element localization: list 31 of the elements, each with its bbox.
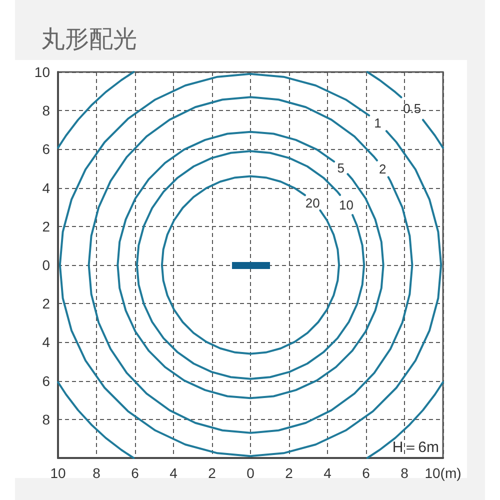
y-tick-label: 2 [42, 296, 50, 312]
y-tick-label: 8 [42, 102, 50, 119]
y-tick-label: 6 [42, 372, 50, 389]
x-tick-label: 10(m) [424, 465, 462, 481]
series-label: 2 [379, 161, 386, 176]
x-tick-label: 8 [92, 465, 101, 481]
line-series [116, 130, 384, 400]
series-label: 1 [374, 116, 382, 131]
x-tick-label: 6 [131, 465, 140, 481]
chart-title: 丸形配光 [41, 25, 137, 53]
x-tick-label: 6 [362, 465, 370, 481]
line-series [136, 150, 366, 380]
y-tick-label: 2 [42, 218, 50, 234]
y-tick-label: 0 [42, 257, 50, 273]
y-tick-label: 4 [42, 180, 50, 196]
y-tick-label: 10 [34, 64, 50, 80]
series-label: 10 [339, 197, 354, 212]
y-tick-label: 4 [42, 334, 50, 350]
x-tick-label: 2 [208, 465, 216, 481]
line-series [160, 175, 340, 355]
x-tick-label: 0 [246, 465, 255, 481]
annotation: H＝6m [392, 439, 439, 456]
x-tick-label: 4 [170, 465, 178, 481]
y-tick-label: 6 [42, 141, 50, 158]
series-label: 5 [337, 160, 344, 176]
x-tick-label: 8 [400, 465, 409, 481]
x-tick-label: 4 [324, 465, 332, 481]
x-tick-label: 2 [285, 465, 294, 481]
y-tick-label: 8 [42, 411, 50, 428]
series-label: 0.5 [403, 101, 422, 116]
series-label: 20 [305, 195, 320, 210]
